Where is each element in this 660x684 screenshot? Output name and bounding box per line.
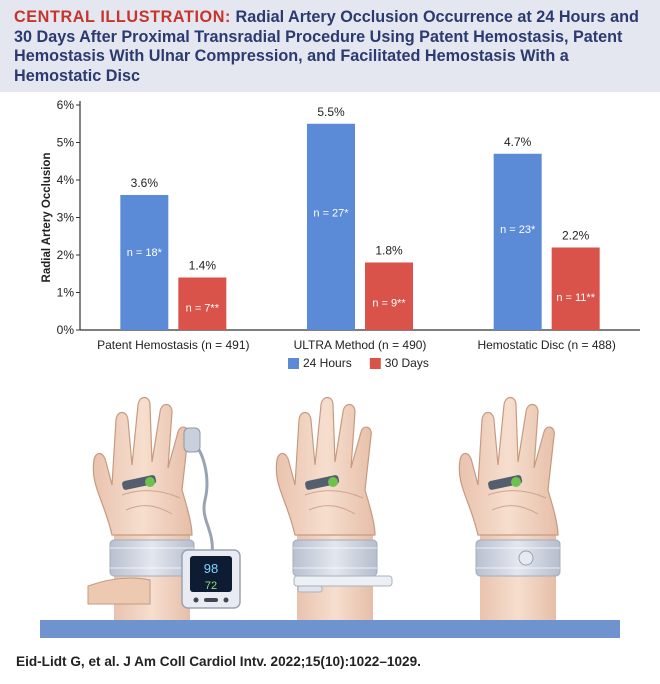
title-kicker: CENTRAL ILLUSTRATION: <box>14 8 232 26</box>
page-title: CENTRAL ILLUSTRATION: Radial Artery Occl… <box>14 8 646 86</box>
y-tick-label: 5% <box>57 136 75 150</box>
sheath-hub <box>511 477 521 487</box>
wrist-band <box>475 539 561 577</box>
sheath-hub <box>328 477 338 487</box>
bar-value-label: 1.8% <box>375 244 403 258</box>
chart-legend: 24 Hours 30 Days <box>288 356 429 370</box>
palm-crease <box>308 505 356 515</box>
chart-labels: 3.6% n = 18* 1.4% n = 7** Patent Hemostasis … <box>97 105 616 352</box>
monitor-reading-bottom: 72 <box>205 580 217 592</box>
bar-value-label: 3.6% <box>131 176 159 190</box>
header-banner: CENTRAL ILLUSTRATION: Radial Artery Occl… <box>0 0 660 92</box>
y-tick-label: 3% <box>57 211 75 225</box>
bar-30d <box>178 277 227 330</box>
bar-n-label: n = 27* <box>313 208 349 220</box>
chart-axes: 0% 1% 2% 3% 4% 5% 6% Radial Artery Occlusion <box>41 98 640 337</box>
bar-24h <box>120 195 169 330</box>
y-tick-label: 4% <box>57 173 75 187</box>
hemostasis-illustration: 98 72 <box>40 396 620 638</box>
chart-bars <box>120 123 600 330</box>
legend-swatch <box>288 358 299 369</box>
legend-swatch <box>369 358 381 369</box>
palm-crease <box>125 505 173 515</box>
pulse-oximeter: 98 72 <box>181 427 241 609</box>
citation: Eid-Lidt G, et al. J Am Coll Cardiol Int… <box>16 654 421 669</box>
palm <box>458 396 559 536</box>
sheath-hub <box>145 477 155 487</box>
bar-value-label: 5.5% <box>317 105 345 119</box>
y-tick-label: 6% <box>57 98 75 112</box>
bar-24h <box>493 153 542 330</box>
wrist-band <box>292 539 378 577</box>
hemostatic-disc <box>518 550 534 566</box>
y-tick-label: 1% <box>57 286 75 300</box>
palm-crease <box>304 490 364 499</box>
table-surface <box>40 620 620 638</box>
bar-n-label: n = 7** <box>186 303 220 315</box>
bar-30d <box>551 247 600 330</box>
bar-value-label: 1.4% <box>189 259 217 273</box>
legend-label: 24 Hours <box>303 356 352 370</box>
hand-1 <box>92 396 195 622</box>
bar-chart: 0% 1% 2% 3% 4% 5% 6% Radial Artery Occlusion 3.… <box>41 98 640 370</box>
palm <box>275 396 376 536</box>
y-tick-label: 0% <box>57 323 75 337</box>
bar-24h <box>307 123 355 330</box>
bar-n-label: n = 9** <box>372 297 406 309</box>
x-tick-label: Patent Hemostasis (n = 491) <box>97 338 249 352</box>
x-tick-label: ULTRA Method (n = 490) <box>294 338 427 352</box>
bar-value-label: 4.7% <box>504 135 532 149</box>
legend-label: 30 Days <box>385 356 429 370</box>
bar-n-label: n = 11** <box>556 292 595 304</box>
x-tick-label: Hemostatic Disc (n = 488) <box>477 338 615 352</box>
bar-n-label: n = 23* <box>500 224 536 236</box>
hand-2 <box>275 396 378 622</box>
bar-30d <box>365 262 413 330</box>
y-axis-label: Radial Artery Occlusion <box>41 153 53 283</box>
examiner-hand <box>87 577 151 605</box>
palm-crease <box>121 490 181 499</box>
bar-value-label: 2.2% <box>562 229 590 243</box>
palm <box>92 396 193 536</box>
bar-n-label: n = 18* <box>127 247 163 259</box>
monitor-reading-top: 98 <box>204 561 218 576</box>
y-tick-label: 2% <box>57 248 75 262</box>
monitor-screen <box>190 556 232 592</box>
palm-crease <box>491 505 539 515</box>
palm-crease <box>487 490 547 499</box>
title-text: Radial Artery Occlusion Occurrence at 24… <box>14 8 639 85</box>
hand-3 <box>458 396 561 622</box>
ulnar-compression-strap <box>293 575 393 593</box>
